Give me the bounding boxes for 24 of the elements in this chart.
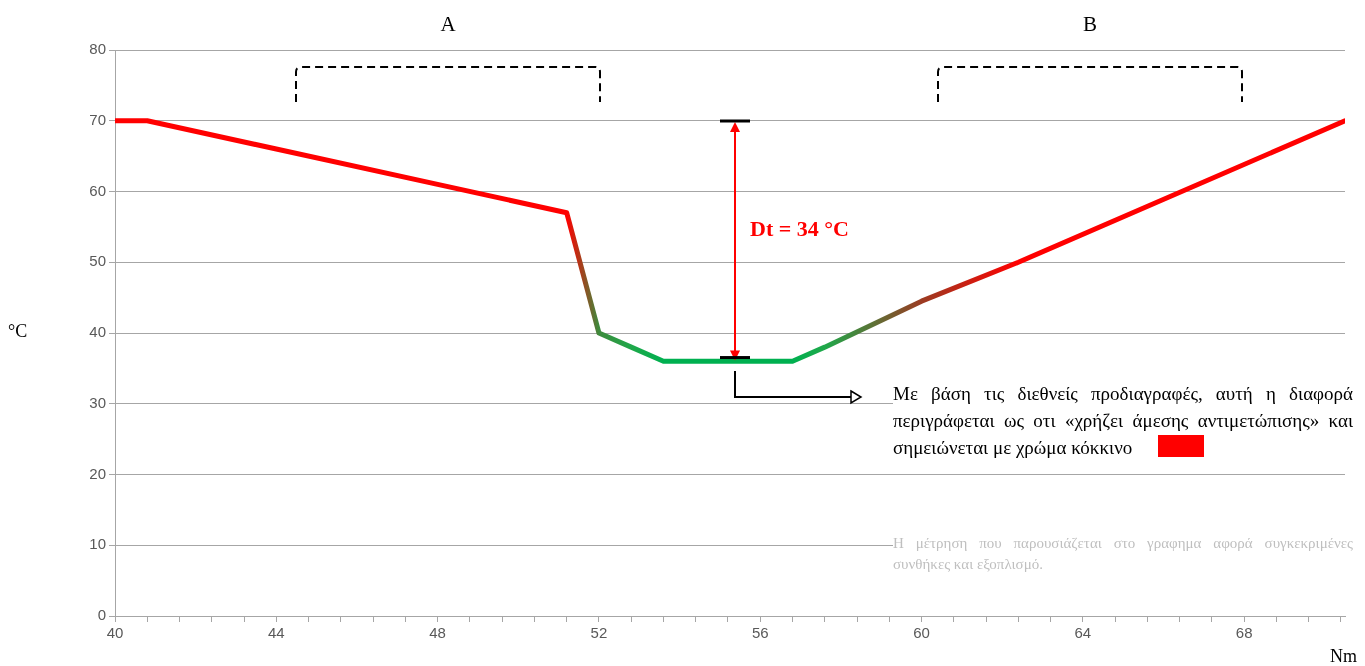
x-tick-label: 68 <box>1235 624 1253 642</box>
y-tick-label: 30 <box>89 393 106 411</box>
y-tick-label: 80 <box>89 40 106 58</box>
y-tick-label: 20 <box>89 464 106 482</box>
annotation: Η μέτρηση που παρουσιάζεται στο γραφημα αφορά συγκεκριμένες συνθήκες και εξοπλισμό. <box>893 533 1353 575</box>
text: B <box>1082 12 1098 37</box>
x-tick-label: 52 <box>590 624 608 642</box>
y-tick-label: 50 <box>89 252 106 270</box>
y-axis-title: °C <box>8 321 28 342</box>
y-tick-label: 40 <box>89 323 106 341</box>
annotation: Dt = 34 °C <box>750 216 849 242</box>
y-tick-label: 0 <box>97 606 106 624</box>
annotation: Με βάση τις διεθνείς προδιαγραφές, αυτή η διαφορά περιγράφεται ως οτι «χρήζει άμεσης αντιμετώπισης» και σημειώνεται με χρώμα κόκκινο <box>893 383 1353 458</box>
x-axis-title: Nm <box>1330 646 1357 666</box>
x-tick-label: 44 <box>267 624 285 642</box>
x-tick-label: 60 <box>913 624 930 642</box>
x-tick-label: 56 <box>751 624 769 642</box>
y-tick-label: 70 <box>89 110 106 128</box>
y-tick-label: 60 <box>89 181 106 199</box>
x-tick-label: 64 <box>1074 624 1092 642</box>
text: A <box>439 12 457 37</box>
x-tick-label: 48 <box>429 624 446 642</box>
y-tick-label: 10 <box>89 535 106 553</box>
x-tick-label: 40 <box>106 624 124 642</box>
